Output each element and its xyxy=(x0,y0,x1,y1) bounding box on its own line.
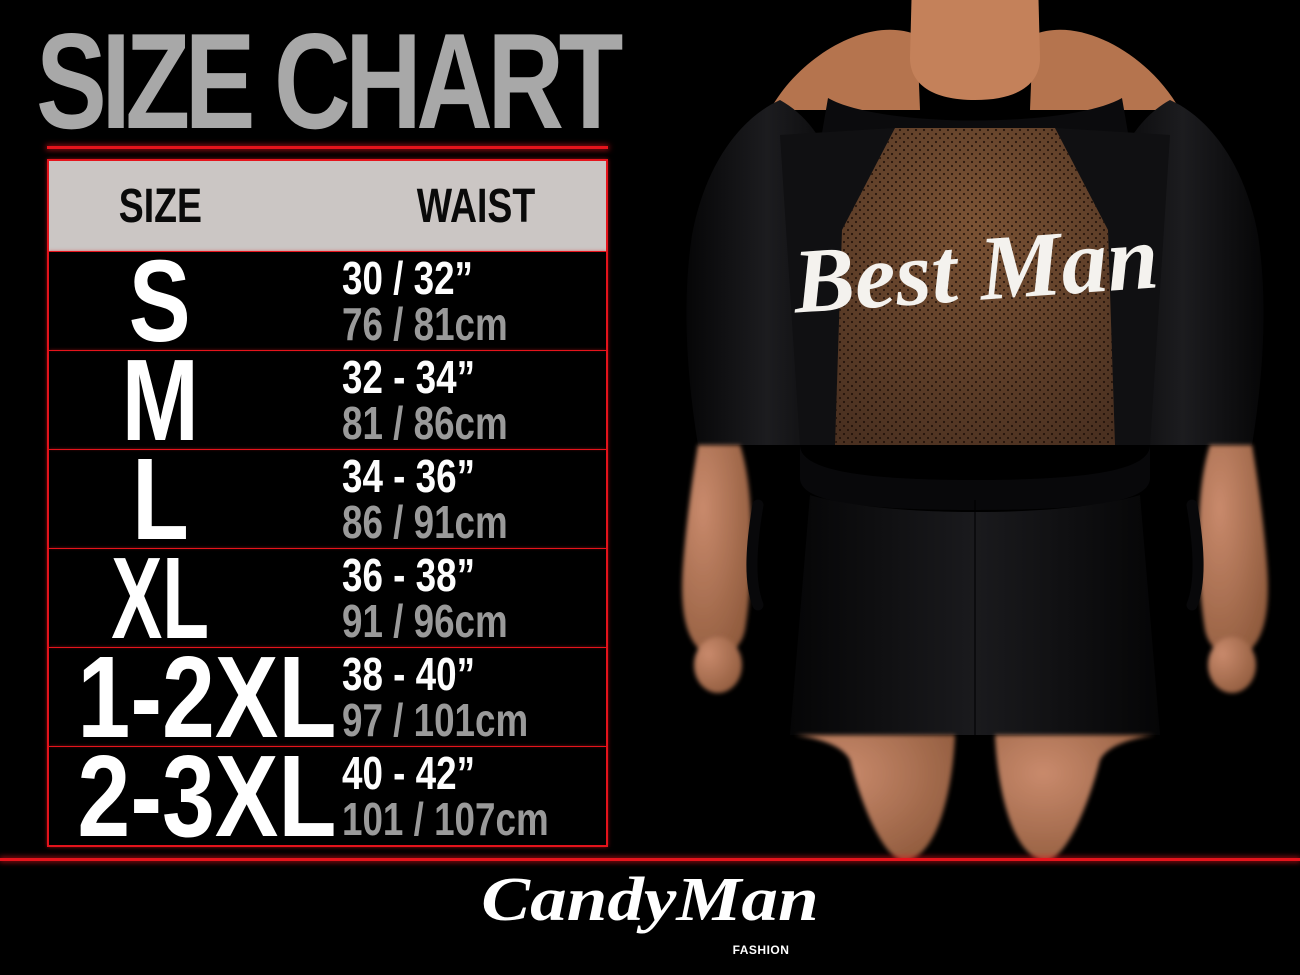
svg-text:FASHION: FASHION xyxy=(733,943,790,957)
svg-text:CandyMan: CandyMan xyxy=(481,865,818,934)
